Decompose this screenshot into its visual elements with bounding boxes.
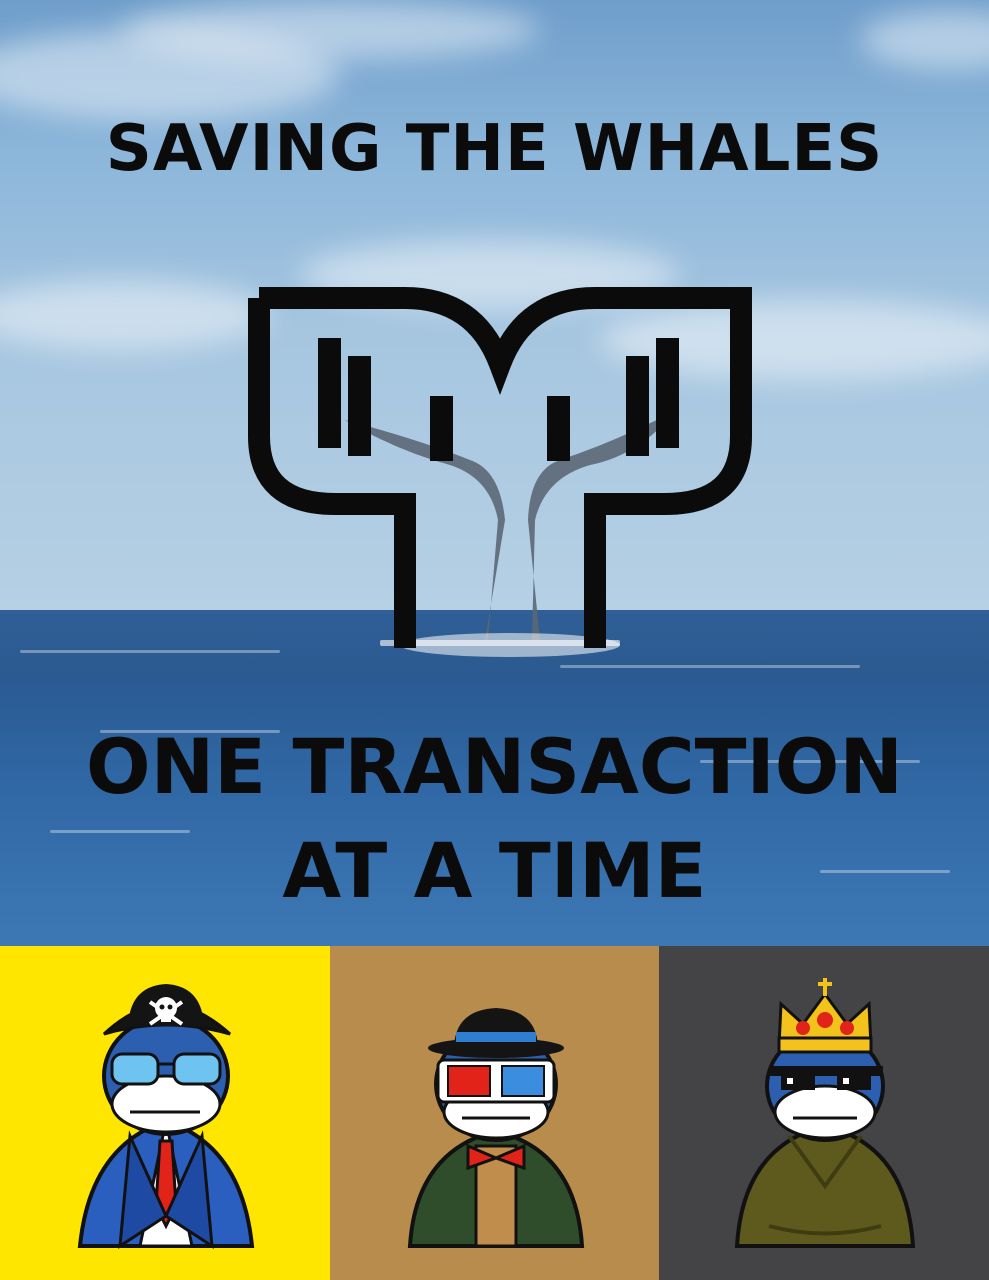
king-whale-illustration — [735, 978, 916, 1248]
panel-king-whale — [659, 946, 989, 1280]
headline: SAVING THE WHALES — [105, 112, 884, 186]
fedora-whale-illustration — [407, 1008, 584, 1248]
whale-tail-logo — [248, 287, 752, 648]
character-panels — [0, 946, 989, 1280]
hero-image: SAVING THE WHALES ONE TRANSACTION AT A T… — [0, 0, 989, 946]
panel-pirate-whale — [0, 946, 330, 1280]
pirate-whale-illustration — [77, 984, 255, 1249]
sky-background — [0, 0, 989, 612]
ocean-background — [0, 610, 989, 946]
panel-fedora-whale — [329, 946, 660, 1280]
tagline-line-2: AT A TIME — [282, 826, 707, 915]
tagline-line-1: ONE TRANSACTION — [85, 722, 904, 811]
tagline: ONE TRANSACTION AT A TIME — [0, 715, 989, 923]
